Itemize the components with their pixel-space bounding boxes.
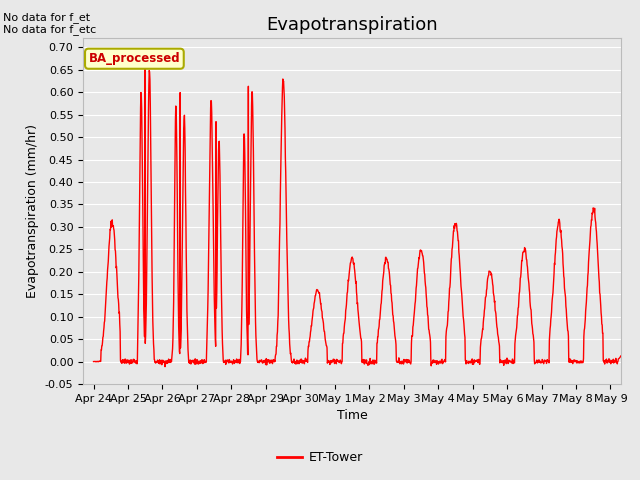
Y-axis label: Evapotranspiration (mm/hr): Evapotranspiration (mm/hr): [26, 124, 39, 298]
Text: No data for f_et
No data for f_etc: No data for f_et No data for f_etc: [3, 12, 97, 36]
Title: Evapotranspiration: Evapotranspiration: [266, 16, 438, 34]
Legend: ET-Tower: ET-Tower: [272, 446, 368, 469]
X-axis label: Time: Time: [337, 409, 367, 422]
Text: BA_processed: BA_processed: [88, 52, 180, 65]
